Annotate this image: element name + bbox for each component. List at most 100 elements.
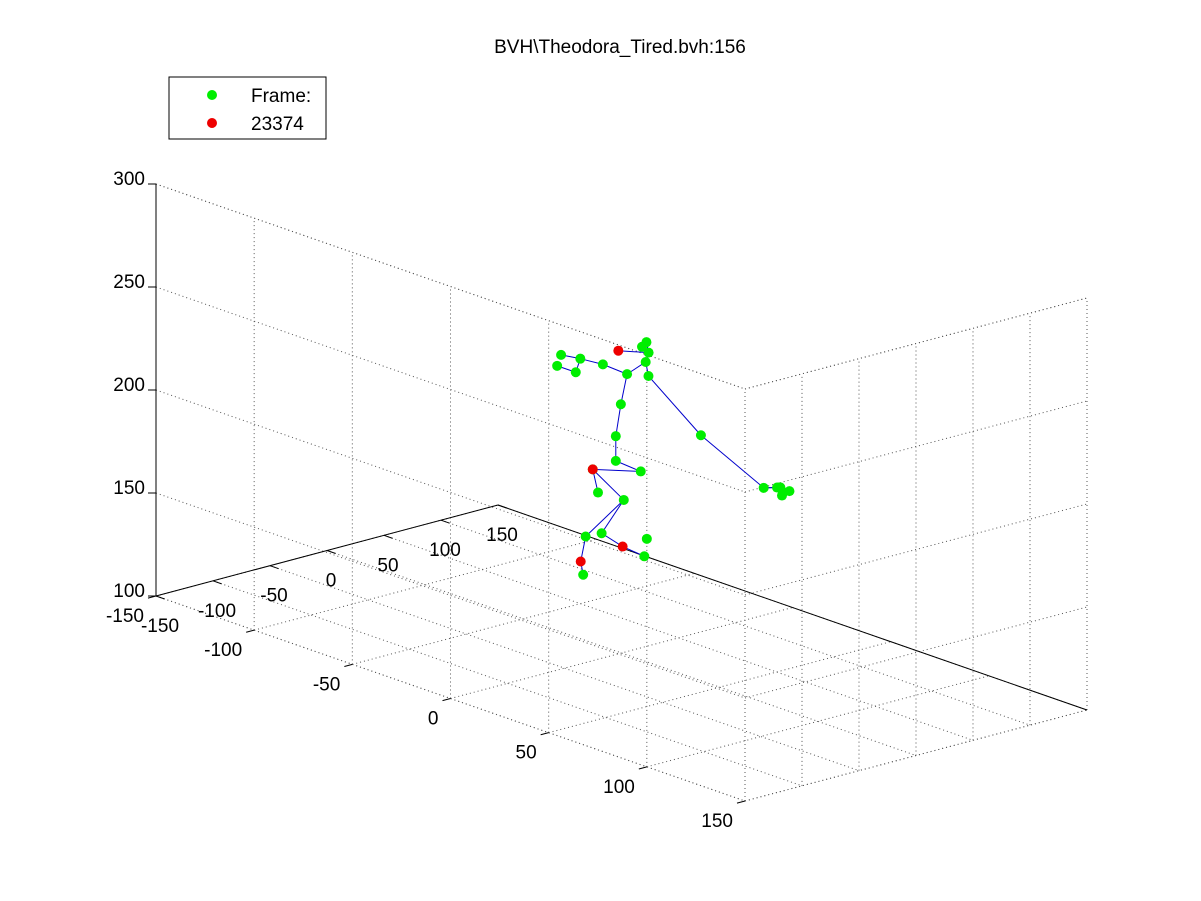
y-tick-label: 50 [516,743,537,764]
data-point-green [570,367,581,378]
y-tick-mark [246,629,255,633]
z-tick-label: 150 [113,478,145,499]
y-tick-label: 0 [428,709,439,730]
skeleton-bone [592,469,625,501]
chart-title: BVH\Theodora_Tired.bvh:156 [494,37,746,58]
data-point-green [615,399,626,410]
data-point-green [556,349,567,360]
data-point-green [640,356,651,367]
data-point-green [593,487,604,498]
data-point-red [617,541,628,552]
data-point-green [610,455,621,466]
skeleton-lines [556,341,790,575]
grid-line-wall-y-horizontal [744,709,1088,802]
data-points [552,337,795,580]
grid-line-floor-y [548,641,891,734]
skeleton-bone [648,375,702,436]
x-tick-mark [497,504,507,509]
z-tick-label: 300 [113,169,145,190]
y-tick-label: -100 [204,640,242,661]
x-tick-mark [383,534,393,539]
data-point-green [578,569,589,580]
grid-lines [155,183,1088,802]
data-point-green [635,466,646,477]
data-point-green [758,482,769,493]
skeleton-bone [592,468,641,472]
data-point-green [695,430,706,441]
grid-line-wall-y-horizontal [744,503,1088,596]
grid-line-floor-x [440,519,1031,726]
skeleton-bone [585,499,625,537]
y-tick-mark [344,663,353,667]
x-tick-label: 50 [377,555,398,576]
x-tick-mark [155,595,165,600]
skeleton-bone [700,434,765,489]
skeleton-bone [615,404,622,437]
data-point-green [597,359,608,370]
x-tick-label: -150 [141,616,179,637]
data-point-green [575,353,586,364]
skeleton-bone [601,499,625,534]
grid-edge-top-back [744,297,1088,390]
y-tick-mark [540,732,549,736]
y-tick-label: 100 [603,777,635,798]
data-point-green [641,533,652,544]
y-tick-label: -150 [106,606,144,627]
y-tick-label: -50 [313,674,340,695]
x-tick-label: 0 [326,571,337,592]
x-tick-label: -100 [198,601,236,622]
x-tick-mark [212,580,222,585]
z-tick-label: 250 [113,272,145,293]
data-point-green [643,347,654,358]
data-point-green [784,486,795,497]
y-tick-mark [147,595,157,599]
x-axis-line [497,504,1088,711]
data-point-green [622,369,633,380]
skeleton-bone [620,374,628,405]
legend-marker-value [207,118,217,128]
z-tick-label: 100 [113,581,145,602]
legend-marker-frame [207,90,217,100]
grid-line-floor-x [269,565,860,772]
skeleton-bone [618,350,649,354]
legend-label-frame: Frame: [251,86,311,107]
data-point-green [643,371,654,382]
grid-line-floor-x [212,580,803,787]
data-point-red [613,345,624,356]
legend[interactable]: Frame: 23374 [168,76,327,140]
grid-line-wall-y-horizontal [744,606,1088,699]
grid-line-floor-y [646,675,989,768]
legend-box [168,76,327,140]
data-point-green [596,528,607,539]
tick-labels: 100150200250300-150-100-50050100150-150-… [106,169,733,832]
grid-line-floor-y [254,538,597,631]
x-tick-label: 100 [429,540,461,561]
grid-line-floor-y [352,572,695,665]
data-point-red [575,556,586,567]
grid-line-floor-y [450,607,793,699]
data-point-red [587,464,598,475]
data-point-green [618,494,629,505]
x-tick-mark [440,519,450,524]
data-point-green [580,531,591,542]
data-point-green [610,431,621,442]
z-tick-label: 200 [113,375,145,396]
y-tick-mark [638,766,647,770]
y-tick-mark [736,800,746,804]
data-point-green [639,551,650,562]
axes-box [147,183,1088,804]
y-tick-mark [442,698,451,702]
x-tick-label: -50 [260,586,287,607]
data-point-green [637,341,648,352]
y-tick-label: 150 [701,811,733,832]
x-tick-mark [269,565,279,570]
x-tick-mark [326,550,336,554]
grid-line-wall-y-horizontal [744,400,1088,493]
legend-label-value: 23374 [251,114,304,135]
x-tick-label: 150 [486,525,518,546]
data-point-green [552,360,563,371]
grid-line-floor-x [383,534,974,741]
grid-line-wall-x-horizontal [155,389,746,596]
